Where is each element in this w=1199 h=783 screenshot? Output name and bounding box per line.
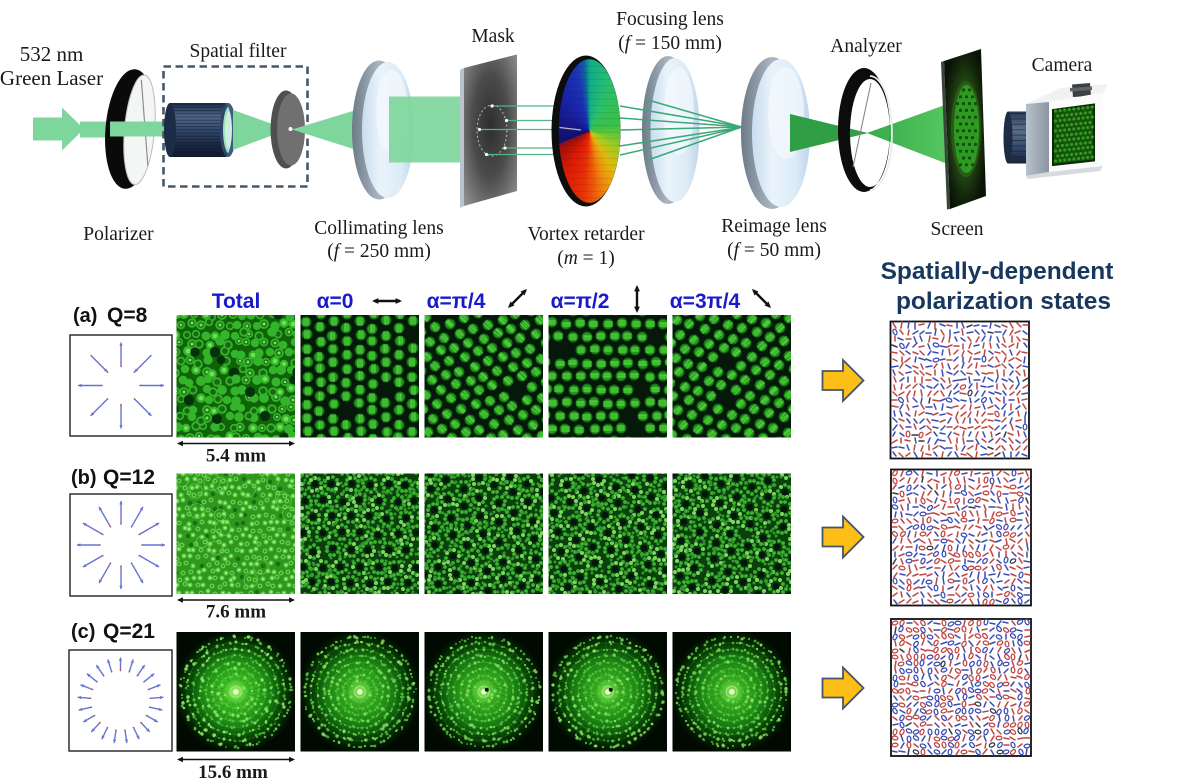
svg-text:Q=21: Q=21 xyxy=(103,620,155,643)
svg-text:α=π/2: α=π/2 xyxy=(551,290,610,313)
svg-text:Focusing lens: Focusing lens xyxy=(616,9,724,30)
svg-text:Analyzer: Analyzer xyxy=(830,36,902,57)
svg-text:Polarizer: Polarizer xyxy=(83,224,154,245)
svg-text:α=3π/4: α=3π/4 xyxy=(670,290,741,313)
svg-text:Q=12: Q=12 xyxy=(103,466,155,489)
svg-text:Q=8: Q=8 xyxy=(107,304,148,327)
svg-text:(a): (a) xyxy=(73,305,97,327)
svg-text:Screen: Screen xyxy=(930,219,983,240)
svg-text:Spatially-dependent: Spatially-dependent xyxy=(881,258,1114,285)
svg-text:Camera: Camera xyxy=(1032,55,1093,76)
svg-text:(f = 50 mm): (f = 50 mm) xyxy=(727,240,821,261)
svg-text:Vortex retarder: Vortex retarder xyxy=(527,224,645,245)
svg-text:15.6 mm: 15.6 mm xyxy=(198,762,268,783)
svg-text:(f = 250 mm): (f = 250 mm) xyxy=(327,241,431,262)
svg-text:Reimage lens: Reimage lens xyxy=(721,216,827,237)
svg-text:Green Laser: Green Laser xyxy=(0,66,103,90)
svg-text:(f = 150 mm): (f = 150 mm) xyxy=(618,33,722,54)
svg-text:α=0: α=0 xyxy=(317,290,354,313)
svg-text:(b): (b) xyxy=(71,467,97,489)
svg-text:Total: Total xyxy=(212,290,261,313)
svg-text:Collimating lens: Collimating lens xyxy=(314,218,443,239)
svg-text:α=π/4: α=π/4 xyxy=(427,290,486,313)
svg-text:(m = 1): (m = 1) xyxy=(557,248,615,269)
svg-text:Mask: Mask xyxy=(471,26,515,47)
svg-text:polarization states: polarization states xyxy=(896,288,1111,315)
svg-text:(c): (c) xyxy=(71,621,95,643)
svg-text:5.4 mm: 5.4 mm xyxy=(206,446,266,467)
svg-text:7.6 mm: 7.6 mm xyxy=(206,602,266,623)
svg-text:532 nm: 532 nm xyxy=(20,42,84,66)
svg-text:Spatial filter: Spatial filter xyxy=(190,41,287,62)
